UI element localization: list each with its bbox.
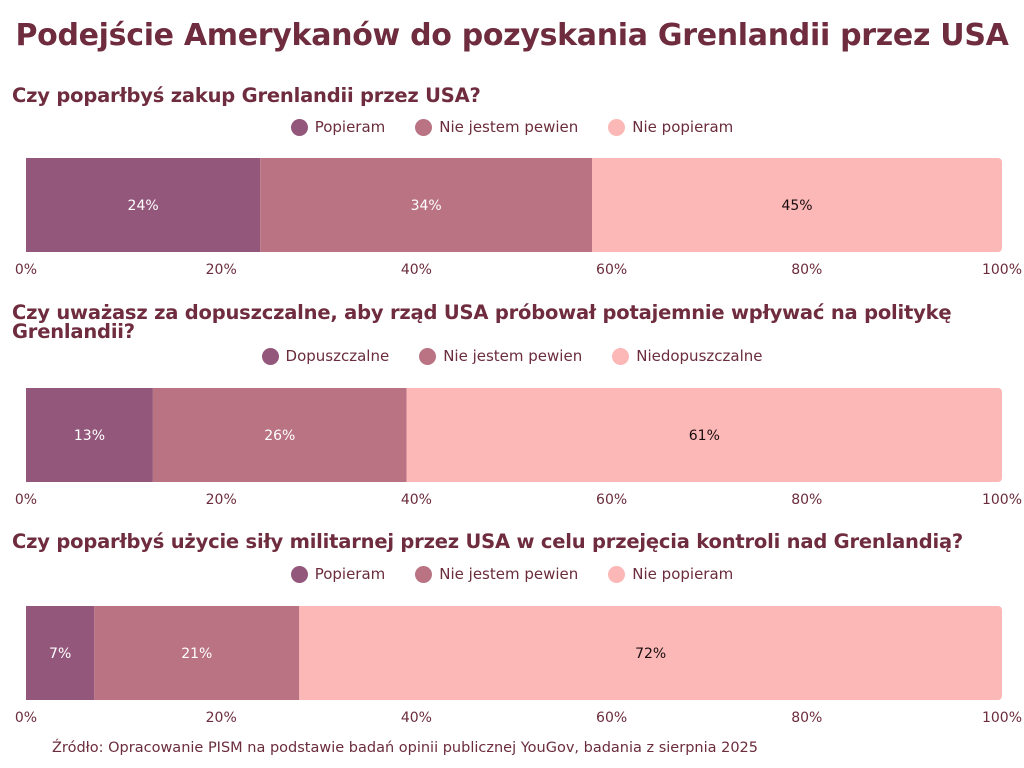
legend-item: Nie popieram [608, 565, 733, 583]
bar-segment-fill [592, 158, 601, 252]
x-tick-label: 20% [206, 710, 237, 726]
x-tick-label: 100% [982, 492, 1022, 508]
legend-swatch [608, 118, 626, 136]
legend-swatch [290, 565, 308, 583]
bar-segment [406, 388, 1002, 482]
bar-segment [299, 606, 1002, 700]
legend-label: Nie popieram [632, 565, 734, 583]
bar-segment [26, 158, 261, 252]
bar-segment-fill [299, 606, 308, 700]
x-tick-label: 40% [401, 710, 432, 726]
legend-swatch [415, 565, 433, 583]
legend-label: Dopuszczalne [285, 347, 390, 365]
data-label: 72% [635, 646, 666, 662]
legend-label: Niedopuszczalne [636, 347, 763, 365]
question-2: Czy uważasz za dopuszczalne, aby rząd US… [12, 301, 952, 343]
chart-title: Podejście Amerykanów do pozyskania Grenl… [15, 18, 1009, 53]
x-tick-label: 100% [982, 710, 1022, 726]
x-tick-label: 0% [15, 710, 37, 726]
bar-segment [592, 158, 1002, 252]
question-3: Czy poparłbyś użycie siły militarnej prz… [12, 530, 964, 553]
bar-segment [26, 388, 153, 482]
x-tick-label: 80% [791, 262, 822, 278]
data-label: 13% [74, 428, 105, 444]
data-label: 45% [781, 198, 812, 214]
legend-1: Popieram Nie jestem pewien Nie popieram [0, 118, 1024, 136]
bar-segment-fill [406, 388, 415, 482]
legend-swatch [290, 118, 308, 136]
legend-label: Nie jestem pewien [439, 118, 579, 136]
legend-item: Nie jestem pewien [419, 347, 582, 365]
x-tick-label: 80% [791, 710, 822, 726]
legend-2: Dopuszczalne Nie jestem pewien Niedopuszcz… [0, 347, 1024, 365]
legend-swatch [608, 565, 626, 583]
legend-label: Popieram [314, 565, 386, 583]
x-tick-label: 20% [206, 492, 237, 508]
x-tick-label: 60% [596, 492, 627, 508]
data-label: 21% [181, 646, 212, 662]
x-tick-label: 60% [596, 262, 627, 278]
bar-chart-3: 7% 21% 72% 0% 20% 40% 60% 80% 100% [15, 606, 1022, 726]
x-tick-label: 0% [15, 492, 37, 508]
legend-item: Nie jestem pewien [415, 118, 578, 136]
x-tick-label: 40% [401, 492, 432, 508]
bar-chart-2: 13% 26% 61% 0% 20% 40% 60% 80% 100% [15, 388, 1022, 508]
bar-chart-1: 24% 34% 45% 0% 20% 40% 60% 80% 100% [15, 158, 1022, 278]
legend-item: Nie popieram [608, 118, 733, 136]
source-note: Źródło: Opracowanie PISM na podstawie ba… [52, 740, 759, 756]
question-1: Czy poparłbyś zakup Grenlandii przez USA… [12, 84, 481, 107]
legend-item: Popieram [290, 565, 386, 583]
data-label: 61% [689, 428, 720, 444]
bar-segment [152, 388, 407, 482]
legend-swatch [261, 347, 279, 365]
bar-segment [26, 606, 95, 700]
x-tick-label: 100% [982, 262, 1022, 278]
legend-swatch [419, 347, 437, 365]
legend-3: Popieram Nie jestem pewien Nie popieram [0, 565, 1024, 583]
legend-item: Nie jestem pewien [415, 565, 578, 583]
x-tick-label: 60% [596, 710, 627, 726]
data-label: 26% [264, 428, 295, 444]
legend-swatch [415, 118, 433, 136]
legend-label: Popieram [314, 118, 386, 136]
bar-segment [94, 606, 300, 700]
x-tick-label: 80% [791, 492, 822, 508]
legend-item: Dopuszczalne [261, 347, 390, 365]
x-tick-label: 0% [15, 262, 37, 278]
data-label: 34% [411, 198, 442, 214]
legend-label: Nie popieram [632, 118, 734, 136]
bar-segment [260, 158, 593, 252]
x-tick-label: 20% [206, 262, 237, 278]
data-label: 24% [128, 198, 159, 214]
data-label: 7% [49, 646, 71, 662]
legend-label: Nie jestem pewien [439, 565, 579, 583]
legend-swatch [612, 347, 630, 365]
legend-item: Niedopuszczalne [612, 347, 762, 365]
legend-item: Popieram [290, 118, 386, 136]
legend-label: Nie jestem pewien [443, 347, 583, 365]
x-tick-label: 40% [401, 262, 432, 278]
